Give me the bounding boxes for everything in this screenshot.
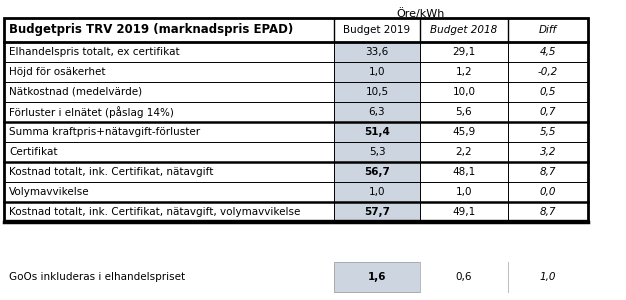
Text: Förluster i elnätet (påslag 14%): Förluster i elnätet (påslag 14%) [9, 106, 174, 118]
Text: 33,6: 33,6 [366, 47, 389, 57]
Text: 49,1: 49,1 [453, 207, 476, 217]
Bar [334, 18, 420, 222]
Text: Kostnad totalt, ink. Certifikat, nätavgift, volymavvikelse: Kostnad totalt, ink. Certifikat, nätavgi… [9, 207, 300, 217]
Text: Höjd för osäkerhet: Höjd för osäkerhet [9, 67, 106, 77]
Text: Öre/kWh: Öre/kWh [397, 8, 445, 19]
Text: 4,5: 4,5 [540, 47, 557, 57]
Text: GoOs inkluderas i elhandelspriset: GoOs inkluderas i elhandelspriset [9, 272, 185, 282]
Text: 29,1: 29,1 [453, 47, 476, 57]
Text: 57,7: 57,7 [364, 207, 390, 217]
Text: 10,0: 10,0 [453, 87, 476, 97]
Text: 0,7: 0,7 [540, 107, 557, 117]
Text: Nätkostnad (medelvärde): Nätkostnad (medelvärde) [9, 87, 142, 97]
Text: 56,7: 56,7 [364, 167, 390, 177]
Text: 3,2: 3,2 [540, 147, 557, 157]
Bar [334, 262, 420, 292]
Text: 1,6: 1,6 [367, 272, 386, 282]
Bar [4, 18, 588, 222]
Text: Budget 2018: Budget 2018 [431, 25, 498, 35]
Text: 0,0: 0,0 [540, 187, 557, 197]
Text: 0,6: 0,6 [456, 272, 472, 282]
Text: 6,3: 6,3 [369, 107, 386, 117]
Text: Summa kraftpris+nätavgift-förluster: Summa kraftpris+nätavgift-förluster [9, 127, 200, 137]
Text: Volymavvikelse: Volymavvikelse [9, 187, 90, 197]
Text: Budgetpris TRV 2019 (marknadspris EPAD): Budgetpris TRV 2019 (marknadspris EPAD) [9, 23, 293, 37]
Text: -0,2: -0,2 [538, 67, 558, 77]
Text: 1,0: 1,0 [540, 272, 557, 282]
Text: Budget 2019: Budget 2019 [344, 25, 411, 35]
Bar [4, 18, 588, 42]
Text: 45,9: 45,9 [453, 127, 476, 137]
Text: 10,5: 10,5 [366, 87, 389, 97]
Text: Certifikat: Certifikat [9, 147, 58, 157]
Text: 1,0: 1,0 [456, 187, 472, 197]
Text: 8,7: 8,7 [540, 167, 557, 177]
Text: 1,0: 1,0 [369, 187, 385, 197]
Text: 8,7: 8,7 [540, 207, 557, 217]
Text: Elhandelspris totalt, ex certifikat: Elhandelspris totalt, ex certifikat [9, 47, 180, 57]
Text: 5,3: 5,3 [369, 147, 386, 157]
Text: 2,2: 2,2 [456, 147, 472, 157]
Text: Diff: Diff [539, 25, 557, 35]
Text: 5,5: 5,5 [540, 127, 557, 137]
Text: 1,0: 1,0 [369, 67, 385, 77]
Text: 1,2: 1,2 [456, 67, 472, 77]
Text: 5,6: 5,6 [456, 107, 472, 117]
Text: Kostnad totalt, ink. Certifikat, nätavgift: Kostnad totalt, ink. Certifikat, nätavgi… [9, 167, 213, 177]
Text: 0,5: 0,5 [540, 87, 557, 97]
Text: 51,4: 51,4 [364, 127, 390, 137]
Text: 48,1: 48,1 [453, 167, 476, 177]
